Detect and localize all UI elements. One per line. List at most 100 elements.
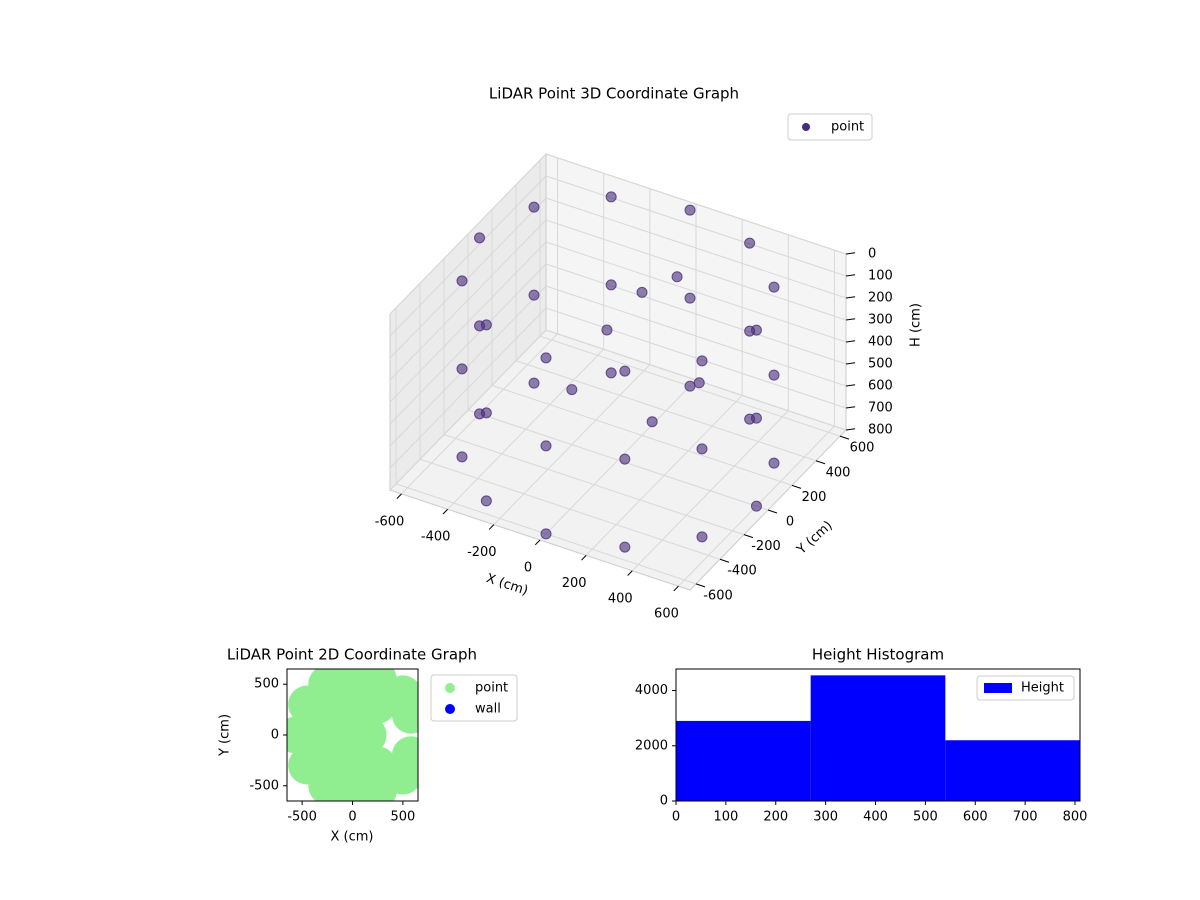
y-tick-label: -400 — [727, 564, 757, 579]
tick-mark — [534, 539, 541, 546]
point — [474, 232, 486, 244]
legend-marker — [445, 704, 455, 714]
z-tick-label: 300 — [868, 313, 893, 328]
x-tick-label: 0 — [672, 810, 680, 825]
legend-box — [787, 113, 873, 141]
tick-mark — [488, 524, 495, 530]
tick-mark — [839, 435, 850, 440]
y-tick-label: 4000 — [635, 683, 668, 698]
point — [768, 369, 780, 381]
grid-line — [545, 307, 847, 409]
tick-mark — [845, 362, 856, 365]
legend-marker — [802, 123, 810, 131]
x-tick-label: -400 — [421, 530, 451, 545]
z-tick-label: 800 — [868, 423, 893, 438]
grid-line — [389, 307, 547, 469]
point — [768, 281, 780, 293]
grid-line — [545, 175, 847, 277]
grid-line — [389, 329, 547, 491]
point — [636, 286, 648, 298]
grid-line — [389, 175, 547, 337]
y-tick-label: 0 — [271, 728, 279, 743]
grid-line — [491, 384, 793, 486]
point — [358, 746, 397, 785]
x-tick-label: 800 — [1063, 810, 1088, 825]
y-axis-label: Y (cm) — [794, 518, 836, 558]
legend-label: Height — [1021, 681, 1064, 696]
point — [601, 324, 613, 336]
tick-mark — [695, 583, 706, 588]
x-tick-label: 600 — [963, 810, 988, 825]
tick-mark — [719, 558, 730, 563]
point — [619, 453, 631, 465]
point — [391, 736, 418, 775]
tick-mark — [845, 406, 856, 409]
point — [456, 451, 468, 463]
x-tick-label: 500 — [390, 810, 415, 825]
point — [348, 716, 387, 754]
point — [619, 541, 631, 553]
y-tick-label: 500 — [254, 677, 279, 692]
z-axis-label: H (cm) — [909, 303, 924, 347]
tick-mark — [396, 493, 402, 499]
z-tick-label: 500 — [868, 357, 893, 372]
point — [768, 457, 780, 469]
tick-mark — [767, 509, 778, 514]
y-tick-label: 600 — [850, 441, 875, 456]
y-tick-label: 0 — [786, 515, 794, 530]
point — [566, 384, 578, 396]
point — [456, 275, 468, 287]
point — [605, 191, 617, 203]
y-tick-label: 0 — [660, 794, 668, 809]
bar — [945, 740, 1080, 801]
grid-line — [545, 197, 847, 299]
y-tick-label: 2000 — [635, 738, 668, 753]
grid-line — [419, 458, 721, 560]
grid-line — [467, 409, 769, 511]
point — [744, 325, 756, 337]
tick-mark — [845, 296, 856, 299]
grid-line — [545, 153, 847, 255]
point — [540, 528, 552, 540]
y-tick-label: -200 — [751, 539, 781, 554]
x-tick-label: 600 — [654, 607, 679, 622]
grid-line — [443, 434, 745, 536]
point — [671, 271, 683, 283]
bar — [676, 720, 811, 801]
x-tick-label: 400 — [608, 591, 633, 606]
point — [684, 292, 696, 304]
point — [750, 500, 762, 512]
point — [605, 367, 617, 379]
legend-label: wall — [475, 702, 501, 717]
tick-mark — [815, 460, 826, 465]
point — [358, 685, 397, 724]
point — [540, 440, 552, 452]
z-tick-label: 700 — [868, 401, 893, 416]
x-tick-label: -500 — [287, 810, 317, 825]
tick-mark — [845, 318, 856, 321]
point — [540, 352, 552, 364]
tick-mark — [673, 585, 679, 592]
x-tick-label: 200 — [562, 576, 587, 591]
tick-mark — [442, 508, 449, 515]
point — [684, 204, 696, 216]
point — [696, 355, 708, 367]
grid-line — [545, 219, 847, 321]
x-tick-label: 0 — [524, 561, 532, 576]
point — [528, 289, 540, 301]
grid-line — [545, 285, 847, 387]
grid-line — [389, 197, 547, 359]
tick-mark — [845, 274, 856, 277]
point — [391, 695, 418, 734]
y-tick-label: 400 — [826, 465, 851, 480]
point — [646, 416, 658, 428]
x-tick-label: 100 — [713, 810, 738, 825]
grid-line — [389, 241, 547, 403]
z-tick-label: 100 — [868, 269, 893, 284]
grid-line — [389, 285, 547, 447]
point — [456, 363, 468, 375]
point — [744, 237, 756, 249]
legend-label: point — [831, 120, 864, 135]
legend-box — [976, 675, 1075, 701]
